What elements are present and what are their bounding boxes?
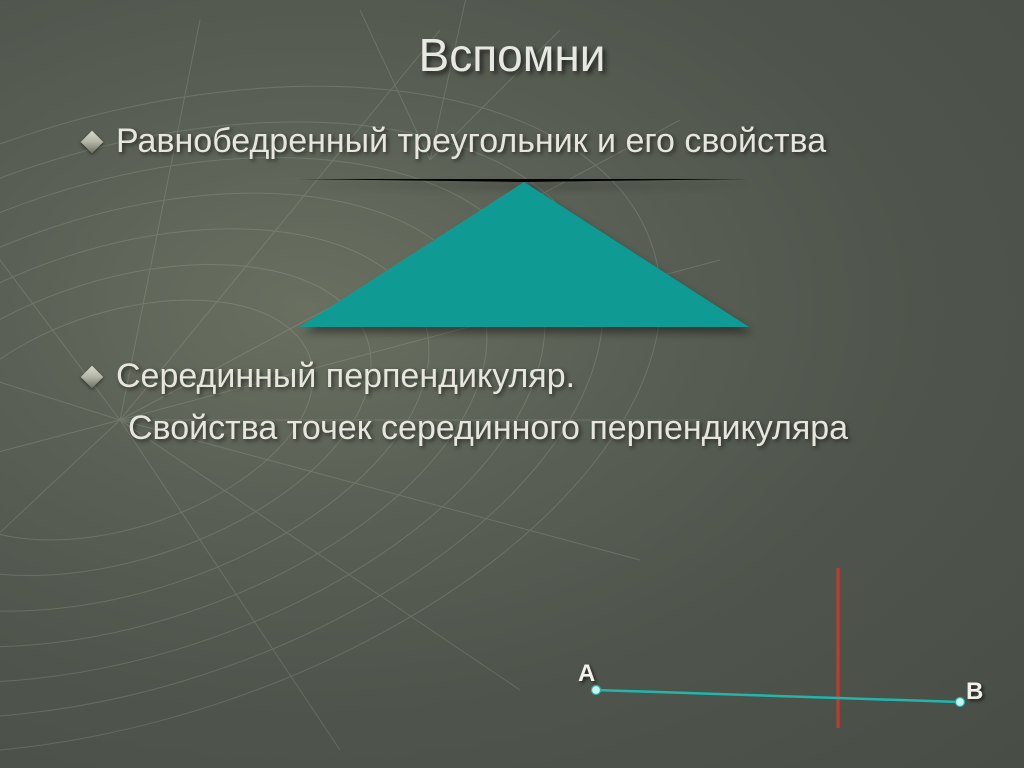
bullet-2-text: Серединный перпендикуляр. — [116, 355, 575, 398]
isoceles-triangle — [299, 179, 749, 327]
bullet-row-1: Равнобедренный треугольник и его свойств… — [84, 120, 964, 163]
bullet-diamond-icon — [81, 365, 104, 388]
bullet-2-subtext: Свойства точек серединного перпендикуляр… — [84, 407, 964, 450]
segment-figure: A B — [578, 568, 978, 728]
bullet-diamond-icon — [81, 131, 104, 154]
bullet-row-2: Серединный перпендикуляр. — [84, 355, 964, 398]
point-b-label: B — [966, 678, 983, 706]
slide-content: Вспомни Равнобедренный треугольник и его… — [0, 0, 1024, 768]
bullet-list: Равнобедренный треугольник и его свойств… — [0, 82, 1024, 450]
perpendicular-bisector-svg — [578, 568, 978, 728]
bullet-1-text: Равнобедренный треугольник и его свойств… — [116, 120, 826, 163]
point-a-label: A — [578, 660, 595, 688]
slide-title: Вспомни — [0, 0, 1024, 82]
triangle-figure — [84, 173, 964, 355]
